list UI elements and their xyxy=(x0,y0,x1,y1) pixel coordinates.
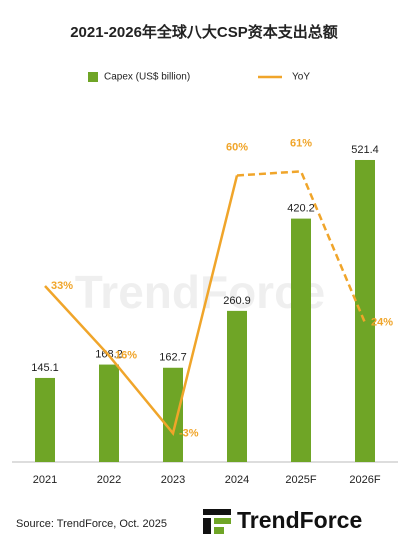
bar xyxy=(227,310,247,462)
line-label: 33% xyxy=(51,280,73,292)
value-label: 260.9 xyxy=(223,295,251,307)
x-tick-label: 2025F xyxy=(285,474,316,486)
bar xyxy=(163,367,183,462)
bar xyxy=(99,364,119,462)
line-label: 16% xyxy=(115,349,137,361)
line-label: 60% xyxy=(226,141,248,153)
bar xyxy=(355,159,375,462)
value-label: 521.4 xyxy=(351,144,379,156)
legend-label: YoY xyxy=(292,72,310,83)
line-label: 61% xyxy=(290,137,312,149)
value-label: 145.1 xyxy=(31,362,59,374)
x-tick-label: 2026F xyxy=(349,474,380,486)
logo: TrendForce xyxy=(237,507,362,533)
line-label: -3% xyxy=(179,427,199,439)
line-label: 24% xyxy=(371,317,393,329)
chart-title: 2021-2026年全球八大CSP资本支出总额 xyxy=(70,23,338,41)
bar xyxy=(291,218,311,462)
legend-swatch xyxy=(88,72,98,82)
x-tick-label: 2022 xyxy=(97,474,121,486)
x-tick-label: 2023 xyxy=(161,474,185,486)
bar xyxy=(35,377,55,462)
legend-label: Capex (US$ billion) xyxy=(104,72,190,83)
value-label: 162.7 xyxy=(159,352,187,364)
value-label: 420.2 xyxy=(287,203,315,215)
x-tick-label: 2021 xyxy=(33,474,57,486)
logo-icon xyxy=(203,509,231,534)
line-solid xyxy=(44,175,239,437)
x-tick-label: 2024 xyxy=(225,474,249,486)
watermark: TrendForce xyxy=(75,266,326,318)
source: Source: TrendForce, Oct. 2025 xyxy=(16,518,167,530)
